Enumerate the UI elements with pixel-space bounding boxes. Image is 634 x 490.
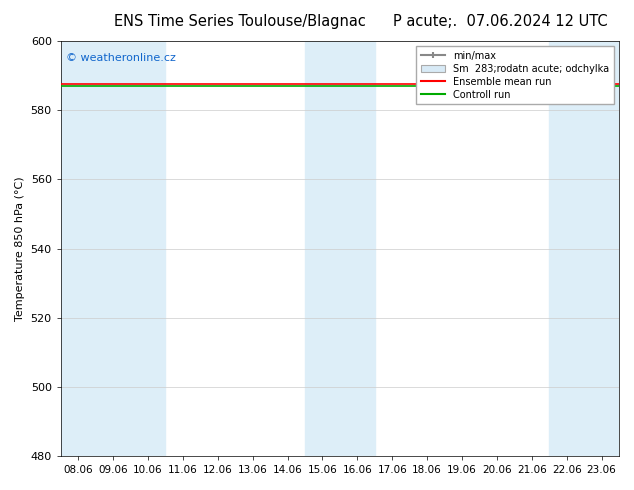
Text: P acute;.  07.06.2024 12 UTC: P acute;. 07.06.2024 12 UTC <box>393 14 608 29</box>
Text: © weatheronline.cz: © weatheronline.cz <box>67 53 176 64</box>
Bar <box>305 41 375 456</box>
Y-axis label: Temperature 850 hPa (°C): Temperature 850 hPa (°C) <box>15 176 25 321</box>
Legend: min/max, Sm  283;rodatn acute; odchylka, Ensemble mean run, Controll run: min/max, Sm 283;rodatn acute; odchylka, … <box>416 46 614 104</box>
Bar <box>61 41 165 456</box>
Bar <box>549 41 619 456</box>
Text: ENS Time Series Toulouse/Blagnac: ENS Time Series Toulouse/Blagnac <box>114 14 366 29</box>
